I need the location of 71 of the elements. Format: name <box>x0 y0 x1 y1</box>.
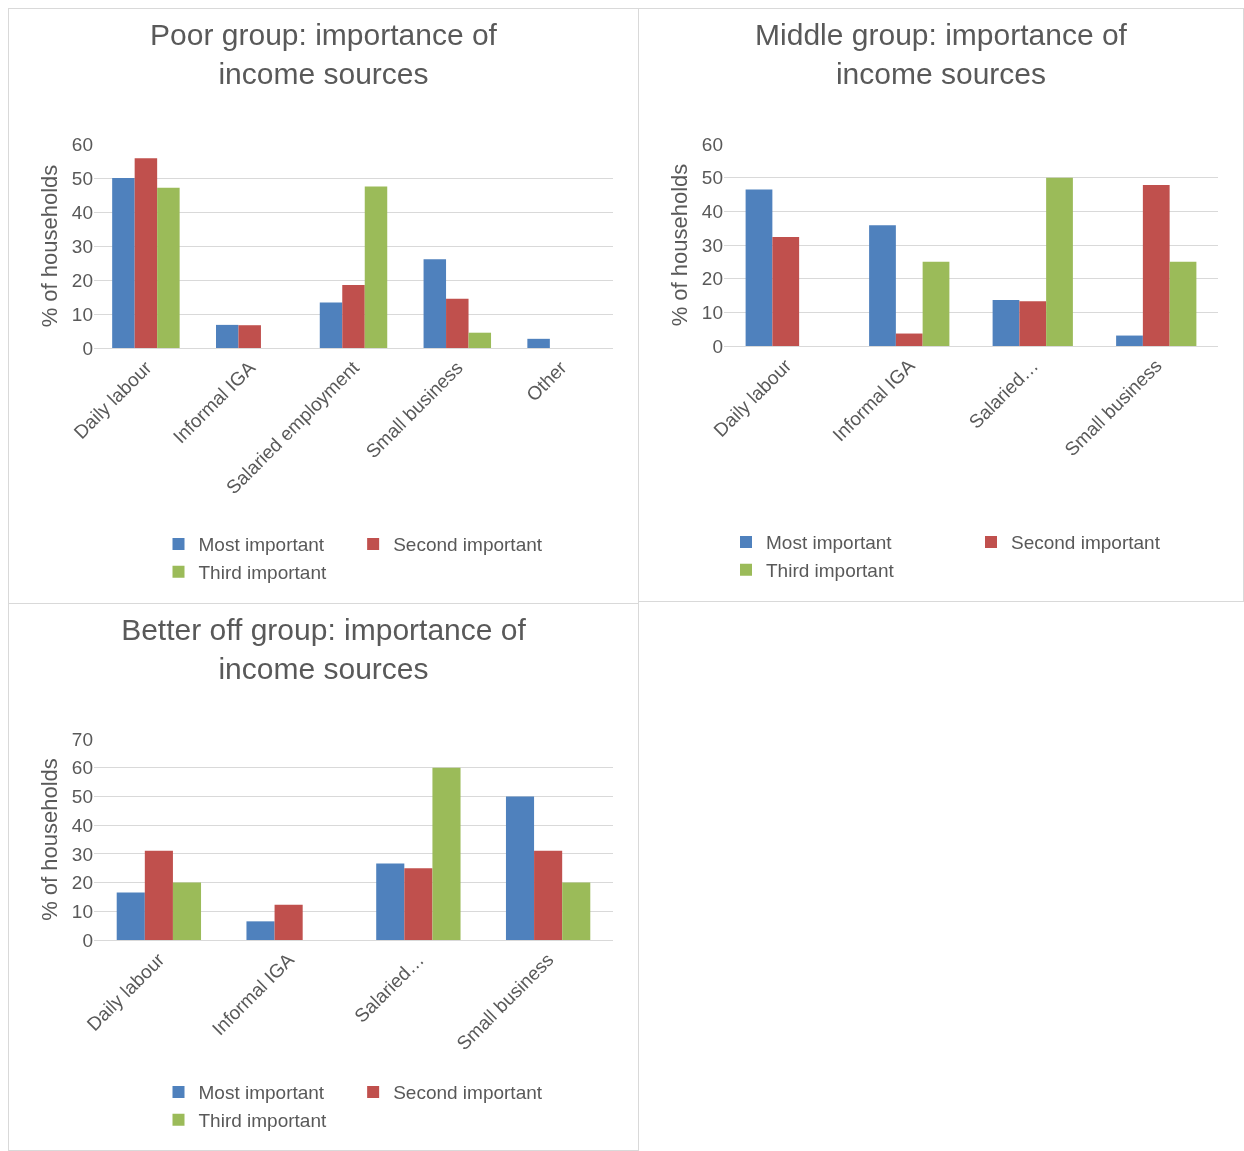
bar <box>745 189 773 346</box>
bar <box>895 333 923 346</box>
y-tick-label: 50 <box>71 786 93 808</box>
bar <box>319 302 343 348</box>
legend-label: Second important <box>393 1082 543 1104</box>
y-tick-label: 70 <box>71 728 93 750</box>
bar <box>1116 335 1143 346</box>
bar <box>1142 185 1170 346</box>
y-axis-title: % of households <box>36 164 62 328</box>
bar <box>527 338 550 348</box>
y-tick-label: 30 <box>71 843 93 865</box>
y-tick-label: 0 <box>82 929 93 951</box>
y-axis-title: % of households <box>36 758 62 921</box>
bar <box>1019 301 1047 346</box>
legend-label: Most important <box>766 532 893 554</box>
bar <box>562 882 591 940</box>
bar <box>116 892 145 940</box>
y-tick-label: 40 <box>701 200 723 222</box>
bar <box>423 259 447 348</box>
bar <box>404 868 433 940</box>
bar <box>446 298 469 348</box>
bar <box>922 261 950 346</box>
bar <box>534 850 563 940</box>
bar <box>772 236 800 346</box>
legend-label: Second important <box>1011 532 1161 554</box>
y-tick-label: 20 <box>71 872 93 894</box>
bar <box>134 158 158 348</box>
bar <box>274 904 303 940</box>
y-tick-label: 40 <box>71 814 93 836</box>
y-tick-label: 60 <box>71 133 93 155</box>
y-tick-label: 30 <box>71 235 93 257</box>
y-axis-title: % of households <box>666 163 692 327</box>
legend-label: Third important <box>198 1110 327 1132</box>
bar <box>869 225 896 346</box>
bar <box>992 299 1020 346</box>
legend-label: Second important <box>393 534 543 556</box>
y-tick-label: 10 <box>701 301 723 323</box>
legend-label: Third important <box>198 562 327 584</box>
legend-label: Most important <box>198 534 325 556</box>
bar <box>468 332 492 348</box>
bar <box>342 285 365 348</box>
bar <box>112 178 135 348</box>
y-tick-label: 0 <box>82 337 93 359</box>
bar <box>157 187 180 348</box>
y-tick-label: 10 <box>71 900 93 922</box>
y-tick-label: 20 <box>701 268 723 290</box>
y-tick-label: 0 <box>712 335 723 357</box>
bar <box>238 325 261 348</box>
bar <box>172 882 202 940</box>
y-tick-label: 50 <box>71 167 93 189</box>
bar <box>505 796 535 940</box>
chart-title: Poor group: importance of income sources <box>150 18 498 90</box>
y-tick-label: 30 <box>701 234 723 256</box>
chart-title: Middle group: importance of income sources <box>755 18 1128 90</box>
bar <box>1169 261 1197 346</box>
chart-title: Better off group: importance of income sources <box>121 613 527 685</box>
bar <box>246 921 275 940</box>
y-tick-label: 10 <box>71 303 93 325</box>
bar <box>144 850 173 940</box>
bar <box>215 324 239 348</box>
bar <box>432 767 461 940</box>
legend-label: Most important <box>198 1082 325 1104</box>
y-tick-label: 60 <box>701 133 723 155</box>
y-tick-label: 60 <box>71 757 93 779</box>
bar <box>364 186 388 348</box>
y-tick-label: 40 <box>71 201 93 223</box>
legend-label: Third important <box>766 560 895 582</box>
bar <box>1046 177 1073 346</box>
bar <box>376 863 405 940</box>
y-tick-label: 20 <box>71 269 93 291</box>
y-tick-label: 50 <box>701 167 723 189</box>
